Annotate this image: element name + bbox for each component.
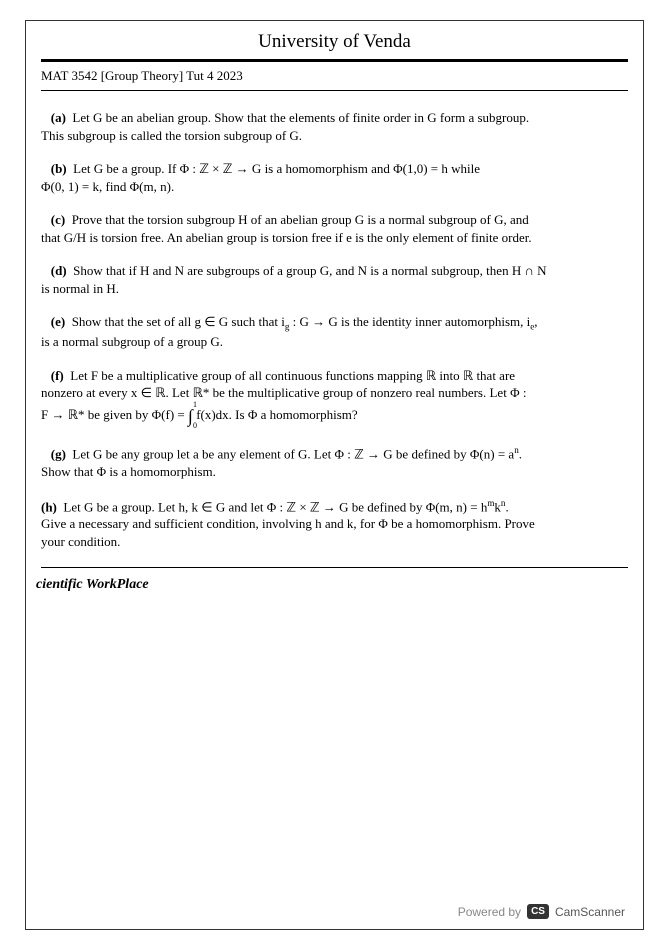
problem-d-label: (d)	[51, 263, 67, 278]
problem-a-text1: Let G be an abelian group. Show that the…	[72, 110, 529, 125]
problem-g-text2: Show that Φ is a homomorphism.	[41, 463, 628, 481]
problem-g: (g) Let G be any group let a be any elem…	[41, 444, 628, 480]
problem-h-text1-post: .	[505, 499, 508, 514]
problem-a-text2: This subgroup is called the torsion subg…	[41, 127, 628, 145]
camscanner-footer: Powered by CS CamScanner	[458, 904, 625, 919]
problem-g-text1-pre: Let G be any group let a be any element …	[72, 447, 514, 462]
problem-b: (b) Let G be a group. If Φ : ℤ × ℤ → G i…	[41, 160, 628, 195]
problem-c-text2: that G/H is torsion free. An abelian gro…	[41, 229, 628, 247]
problem-f-text3-pre: F → ℝ* be given by Φ(f) =	[41, 407, 188, 422]
problem-e-text1-mid: : G → G is the identity inner automorphi…	[289, 314, 530, 329]
content-area: (a) Let G be an abelian group. Show that…	[26, 91, 643, 594]
university-title: University of Venda	[26, 21, 643, 59]
problem-b-label: (b)	[51, 161, 67, 176]
problem-f-text3-post: f(x)dx. Is Φ a homomorphism?	[196, 407, 358, 422]
problem-b-text2: Φ(0, 1) = k, find Φ(m, n).	[41, 178, 628, 196]
problem-e-text1-pre: Show that the set of all g ∈ G such that…	[72, 314, 285, 329]
workplace-text: cientific WorkPlace	[36, 568, 628, 595]
cs-badge-icon: CS	[527, 904, 549, 919]
camscanner-brand: CamScanner	[555, 905, 625, 919]
problem-h-text3: your condition.	[41, 533, 628, 551]
problem-d: (d) Show that if H and N are subgroups o…	[41, 262, 628, 297]
problem-e: (e) Show that the set of all g ∈ G such …	[41, 313, 628, 350]
problem-g-text1-post: .	[519, 447, 522, 462]
problem-a: (a) Let G be an abelian group. Show that…	[41, 109, 628, 144]
problem-f-text1: Let F be a multiplicative group of all c…	[70, 368, 515, 383]
problem-h: (h) Let G be a group. Let h, k ∈ G and l…	[41, 497, 628, 551]
problem-g-label: (g)	[51, 447, 66, 462]
problem-e-label: (e)	[51, 314, 65, 329]
integral-sign: ∫10	[188, 404, 193, 428]
page-border: University of Venda MAT 3542 [Group Theo…	[25, 20, 644, 930]
problem-d-text2: is normal in H.	[41, 280, 628, 298]
problem-d-text1: Show that if H and N are subgroups of a …	[73, 263, 546, 278]
problem-f: (f) Let F be a multiplicative group of a…	[41, 367, 628, 428]
problem-c: (c) Prove that the torsion subgroup H of…	[41, 211, 628, 246]
problem-c-text1: Prove that the torsion subgroup H of an …	[72, 212, 529, 227]
problem-f-text2: nonzero at every x ∈ ℝ. Let ℝ* be the mu…	[41, 384, 628, 402]
problem-f-label: (f)	[51, 368, 64, 383]
course-code: MAT 3542 [Group Theory] Tut 4 2023	[26, 62, 643, 90]
problem-c-label: (c)	[51, 212, 65, 227]
problem-e-text1-post: ,	[534, 314, 537, 329]
problem-b-text1: Let G be a group. If Φ : ℤ × ℤ → G is a …	[73, 161, 480, 176]
int-upper: 1	[193, 400, 197, 411]
problem-h-text1-pre: Let G be a group. Let h, k ∈ G and let Φ…	[63, 499, 487, 514]
int-lower: 0	[193, 421, 197, 432]
problem-h-text2: Give a necessary and sufficient conditio…	[41, 515, 628, 533]
problem-a-label: (a)	[51, 110, 66, 125]
problem-e-text2: is a normal subgroup of a group G.	[41, 333, 628, 351]
powered-by-text: Powered by	[458, 905, 521, 919]
problem-h-label: (h)	[41, 499, 57, 514]
